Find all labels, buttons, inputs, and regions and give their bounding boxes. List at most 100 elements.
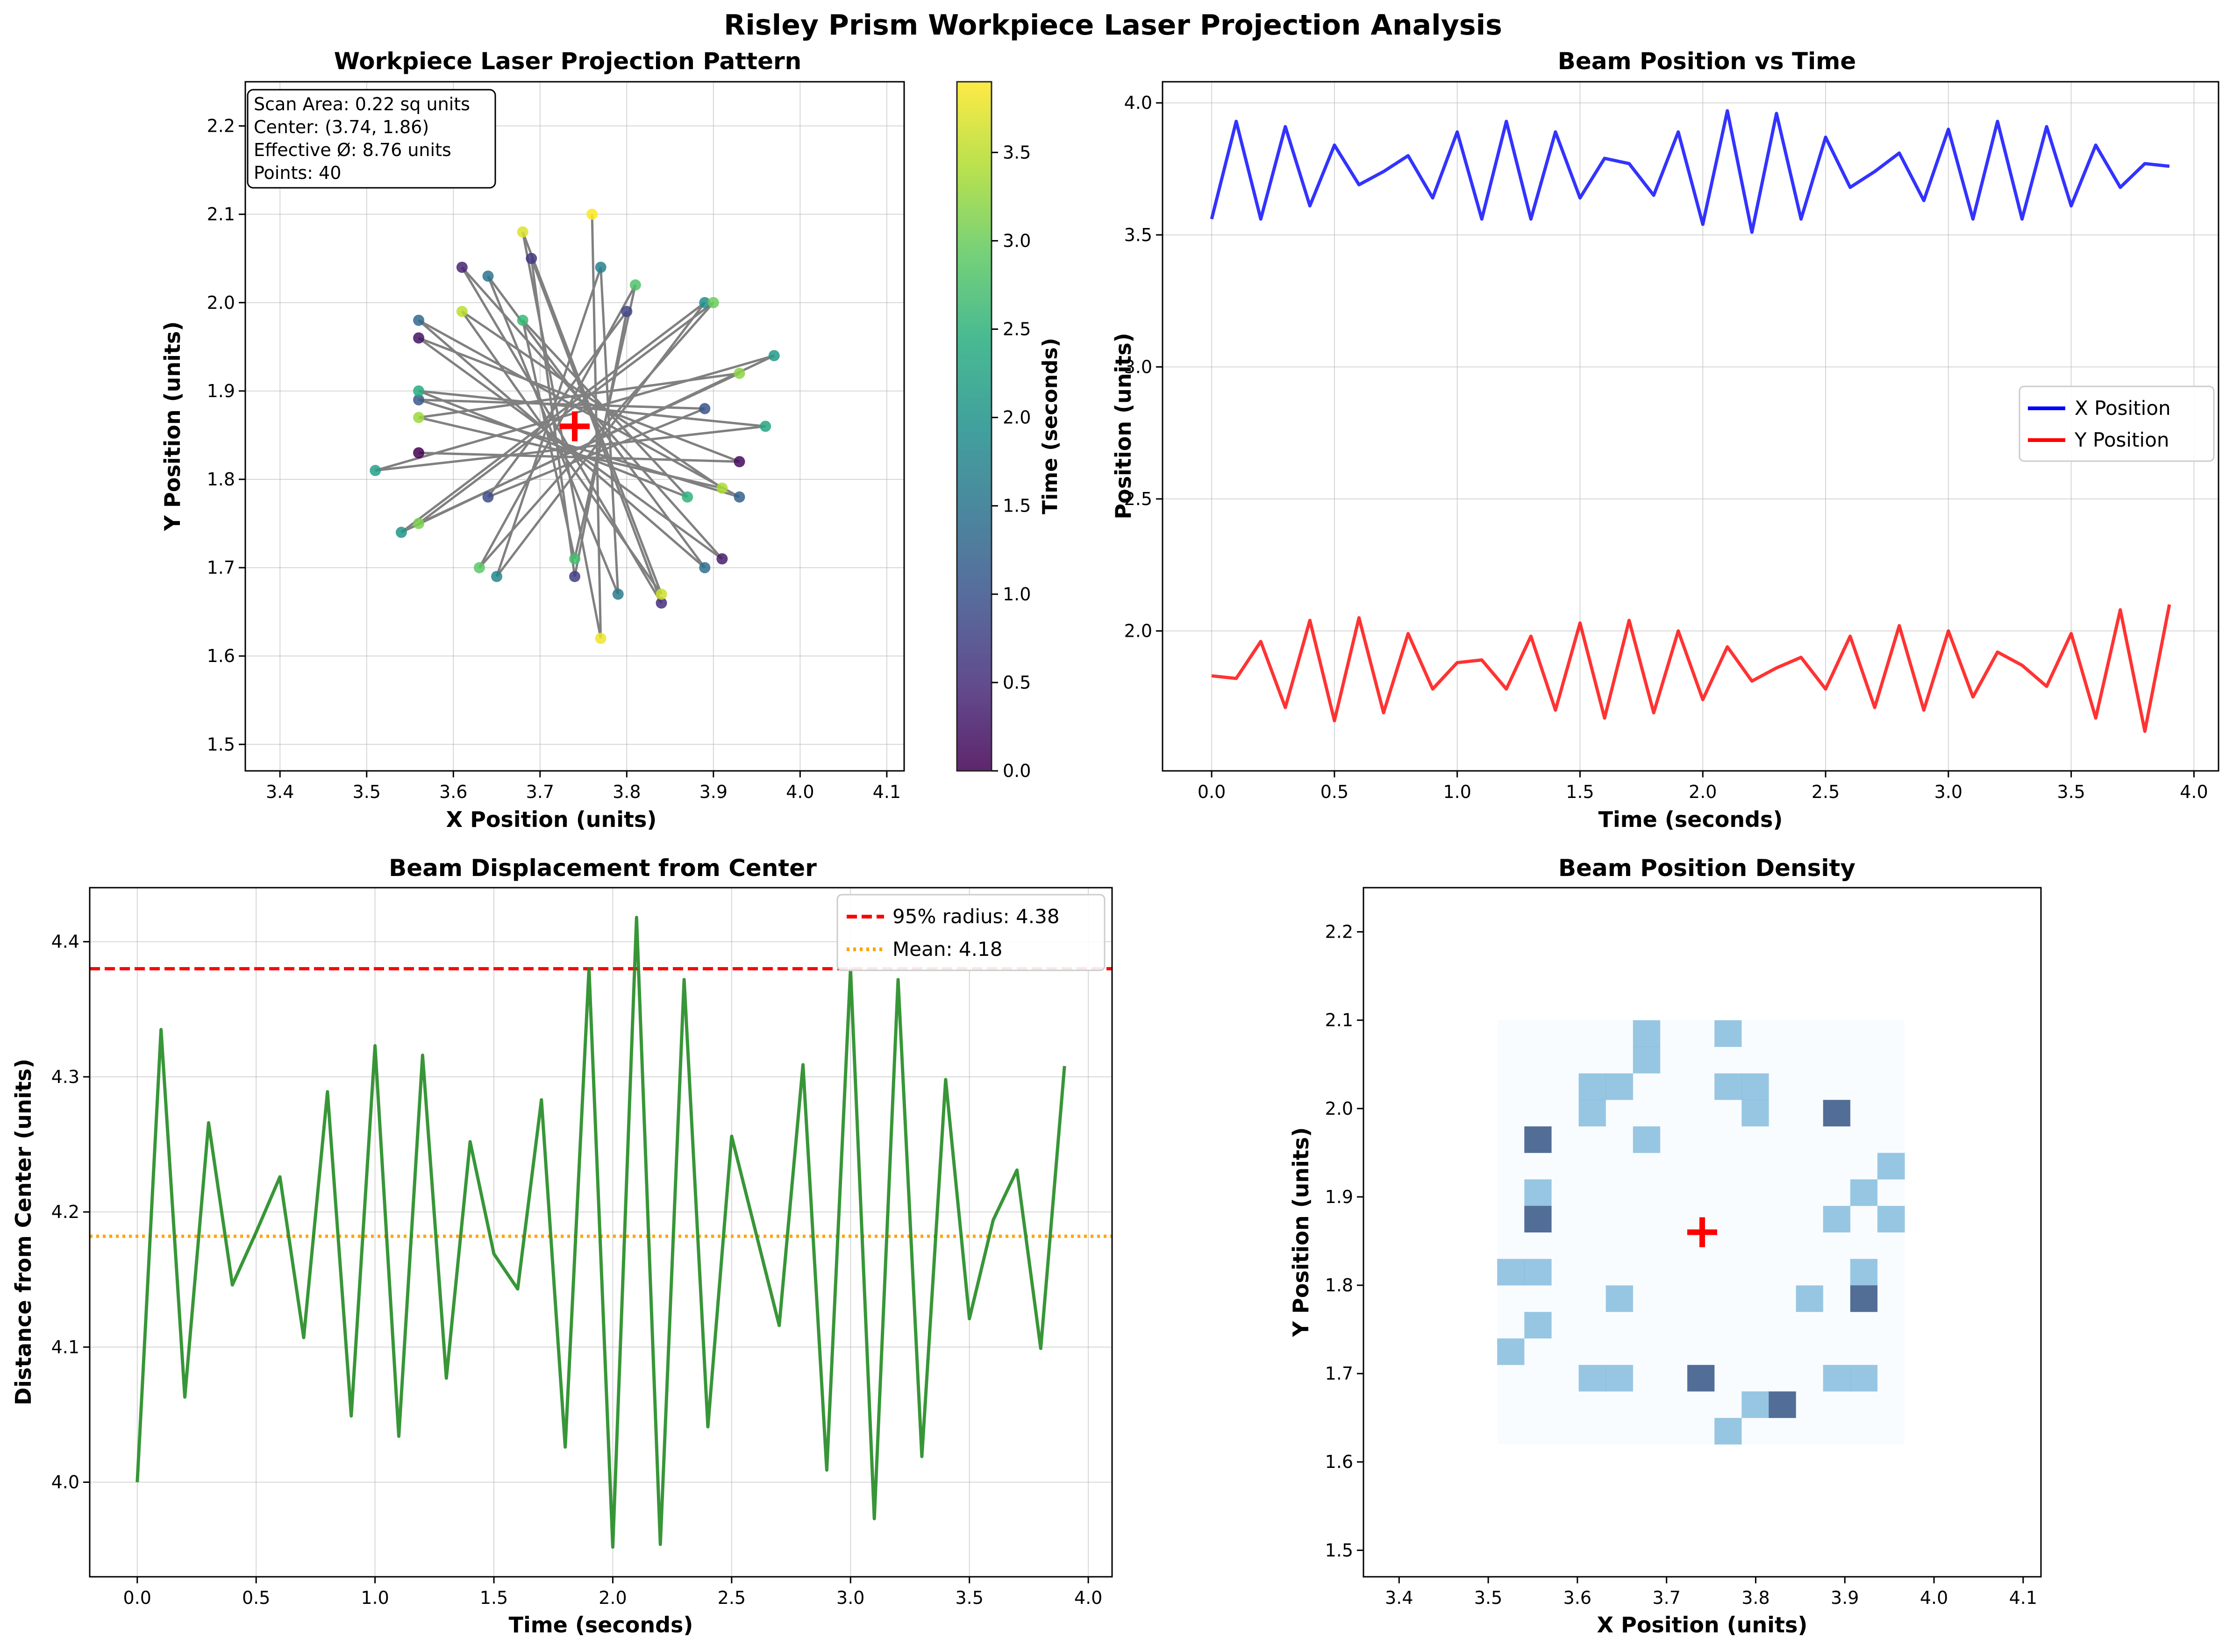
density-panel: Beam Position Density 3.4 3.5 3.6 3.7 3.8 3.9…	[1288, 854, 2042, 1638]
density-cell	[1714, 1179, 1742, 1206]
y-tick-label: 1.7	[1325, 1363, 1353, 1384]
density-cell	[1796, 1153, 1824, 1180]
density-cell	[1687, 1365, 1715, 1392]
density-cell	[1497, 1153, 1525, 1180]
density-cell	[1578, 1338, 1606, 1365]
density-cell	[1769, 1047, 1797, 1074]
colorbar-tick-label: 0.5	[1003, 672, 1031, 693]
density-cell	[1633, 1205, 1661, 1232]
density-cell	[1850, 1153, 1878, 1180]
density-cell	[1578, 1099, 1606, 1127]
density-cell	[1633, 1153, 1661, 1180]
density-cell	[1605, 1205, 1634, 1232]
info-box-line: Center: (3.74, 1.86)	[254, 117, 429, 137]
pattern-point	[612, 588, 624, 600]
density-cell	[1850, 1417, 1878, 1445]
density-cell	[1741, 1179, 1769, 1206]
density-cell	[1769, 1232, 1797, 1259]
density-cell	[1823, 1020, 1851, 1047]
density-cell	[1524, 1205, 1552, 1232]
density-cell	[1823, 1099, 1851, 1127]
density-cell	[1850, 1338, 1878, 1365]
density-cell	[1660, 1179, 1688, 1206]
density-cell	[1850, 1365, 1878, 1392]
density-cell	[1551, 1417, 1579, 1445]
colorbar-tick-label: 1.5	[1003, 496, 1031, 516]
y-tick-label: 2.0	[1325, 1098, 1353, 1119]
pattern-path-segment	[418, 319, 740, 498]
density-cell	[1660, 1417, 1688, 1445]
legend-label-mean: Mean: 4.18	[892, 938, 1002, 961]
x-tick-label: 1.0	[361, 1588, 389, 1608]
density-cell	[1769, 1417, 1797, 1445]
pattern-path-segment	[418, 416, 722, 490]
density-cell	[1796, 1205, 1824, 1232]
density-cell	[1578, 1153, 1606, 1180]
density-cell	[1823, 1153, 1851, 1180]
density-cell	[1823, 1365, 1851, 1392]
density-cell	[1687, 1020, 1715, 1047]
pattern-path-segment	[418, 372, 740, 419]
density-cell	[1524, 1259, 1552, 1286]
pattern-point	[716, 553, 728, 565]
density-cell	[1741, 1020, 1769, 1047]
x-tick-label: 3.5	[955, 1588, 983, 1608]
y-tick-label: 2.5	[1124, 489, 1152, 509]
density-cell	[1877, 1020, 1905, 1047]
density-cell	[1660, 1126, 1688, 1153]
density-cell	[1605, 1391, 1634, 1418]
density-cell	[1823, 1205, 1851, 1232]
y-tick-label: 2.1	[1325, 1010, 1353, 1031]
colorbar-tick-label: 3.5	[1003, 142, 1031, 163]
density-cell	[1633, 1259, 1661, 1286]
y-tick-label: 2.2	[1325, 922, 1353, 942]
density-cell	[1578, 1311, 1606, 1339]
density-cell	[1796, 1259, 1824, 1286]
density-cell	[1551, 1179, 1579, 1206]
x-tick-label: 0.5	[242, 1588, 270, 1608]
x-tick-label: 4.0	[786, 782, 814, 802]
density-cell	[1877, 1285, 1905, 1312]
density-cell	[1551, 1232, 1579, 1259]
density-cell	[1605, 1232, 1634, 1259]
pattern-point	[707, 297, 719, 308]
density-cell	[1660, 1099, 1688, 1127]
density-cell	[1714, 1099, 1742, 1127]
density-cell	[1605, 1099, 1634, 1127]
y-tick-label: 2.0	[207, 292, 235, 313]
density-cell	[1769, 1099, 1797, 1127]
density-cell	[1877, 1153, 1905, 1180]
density-cell	[1605, 1338, 1634, 1365]
density-cell	[1796, 1126, 1824, 1153]
density-cell	[1524, 1365, 1552, 1392]
position-time-title: Beam Position vs Time	[1558, 48, 1856, 75]
density-cell	[1796, 1073, 1824, 1100]
y-tick-label: 1.8	[1325, 1275, 1353, 1296]
density-cell	[1769, 1020, 1797, 1047]
y-tick-label: 3.0	[1124, 356, 1152, 377]
x-tick-label: 2.0	[1689, 782, 1717, 802]
y-tick-label: 1.8	[207, 469, 235, 490]
density-cell	[1497, 1099, 1525, 1127]
legend-label-y: Y Position	[2074, 428, 2169, 451]
density-plot-frame	[1363, 887, 2042, 1578]
density-cell	[1551, 1205, 1579, 1232]
pattern-point	[456, 306, 468, 317]
x-tick-label: 3.4	[1385, 1588, 1413, 1608]
density-cell	[1850, 1179, 1878, 1206]
density-cell	[1605, 1020, 1634, 1047]
x-tick-label: 2.0	[599, 1588, 627, 1608]
y-tick-label: 1.5	[207, 734, 235, 755]
density-xlabel: X Position (units)	[1597, 1612, 1808, 1638]
density-cell	[1687, 1179, 1715, 1206]
density-cell	[1714, 1391, 1742, 1418]
legend-label-95: 95% radius: 4.38	[892, 905, 1060, 928]
x-tick-label: 1.5	[480, 1588, 508, 1608]
x-tick-label: 0.0	[123, 1588, 151, 1608]
y-tick-label: 1.9	[207, 381, 235, 401]
x-tick-label: 3.9	[1831, 1588, 1859, 1608]
density-cell	[1551, 1020, 1579, 1047]
density-cell	[1551, 1153, 1579, 1180]
density-cell	[1877, 1047, 1905, 1074]
density-cell	[1687, 1099, 1715, 1127]
